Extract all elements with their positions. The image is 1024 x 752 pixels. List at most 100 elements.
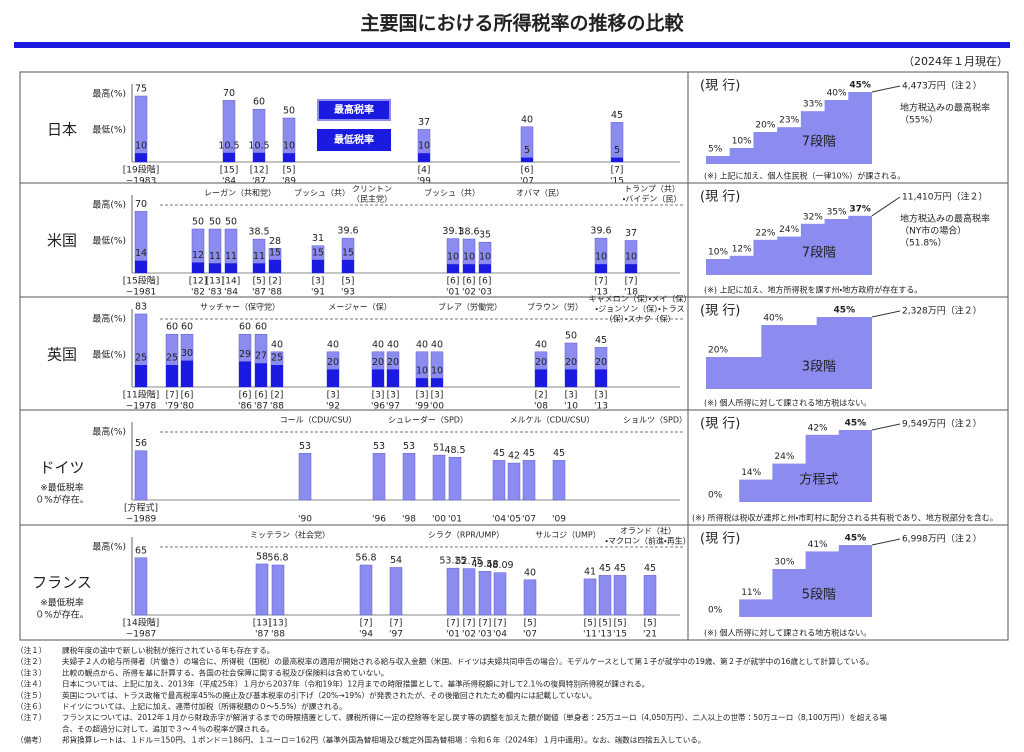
year-label: '88 xyxy=(268,288,282,298)
max-rate-label: 70 xyxy=(135,199,147,210)
min-rate-bar xyxy=(342,259,354,273)
note-label: （注６） xyxy=(16,701,46,711)
max-rate-bar xyxy=(271,564,285,616)
max-rate-label: 40 xyxy=(416,339,428,350)
max-rate-label: 37 xyxy=(625,228,637,239)
threshold-label: 6,998万円（注２） xyxy=(902,533,982,545)
max-rate-label: 52.75 xyxy=(455,556,482,567)
current-label: (現 行) xyxy=(700,79,740,94)
max-rate-bar xyxy=(134,557,148,616)
min-rate-bar xyxy=(595,264,607,273)
local-rate-note: （55%） xyxy=(900,115,938,126)
rate-step xyxy=(838,545,872,617)
stage-total: 7段階 xyxy=(802,246,836,261)
year-label: '00 xyxy=(432,515,446,525)
rate-label: 5% xyxy=(708,145,723,155)
y-label-max: 最高(%) xyxy=(92,313,126,325)
min-rate-label: 11 xyxy=(253,251,265,262)
year-label: '13 xyxy=(598,630,612,640)
min-rate-bar xyxy=(269,259,281,273)
stage-count: [7] xyxy=(479,619,492,629)
stage-count: [7] xyxy=(360,619,373,629)
frame xyxy=(19,71,1009,641)
panel-note: (※) 個人所得に対して課される地方税はない。 xyxy=(704,398,871,408)
max-rate-bar xyxy=(446,567,460,616)
year-label: '00 xyxy=(430,402,444,412)
year-label: '07 xyxy=(520,177,534,187)
stage-count: [7] xyxy=(166,391,179,401)
rate-label: 37% xyxy=(849,204,871,214)
year-label: '13 xyxy=(594,288,608,298)
year-label: '09 xyxy=(552,515,566,525)
year-label: '07 xyxy=(522,515,536,525)
min-rate-label: 10 xyxy=(418,141,430,152)
max-rate-label: 40 xyxy=(521,114,533,125)
rate-label: 12% xyxy=(732,244,752,254)
era-label: レーガン（共和党） xyxy=(204,188,276,198)
note-text: 邦貨換算レートは、１ドル＝150円、１ポンド＝186円、１ユーロ＝162円（基準… xyxy=(62,735,706,745)
side-note: ０%が存在。 xyxy=(35,609,89,621)
year-label: '99 xyxy=(417,177,431,187)
stage-total: 3段階 xyxy=(802,360,836,375)
rate-step xyxy=(838,430,872,502)
era-label: サッチャー（保守党） xyxy=(200,302,280,312)
note-label: （注２） xyxy=(16,656,46,666)
era-label: （民主党） xyxy=(352,194,392,204)
min-rate-bar xyxy=(327,369,339,387)
y-label-min: 最低(%) xyxy=(92,349,126,361)
y-label-max: 最高(%) xyxy=(92,199,126,211)
min-rate-bar xyxy=(595,369,607,387)
era-label: ミッテラン（社会党） xyxy=(250,530,330,540)
min-rate-label: 29 xyxy=(239,349,251,360)
note-label: （注３） xyxy=(16,667,46,677)
max-rate-label: 53.25 xyxy=(439,556,466,567)
max-rate-label: 53 xyxy=(299,441,311,452)
max-rate-bar xyxy=(359,564,373,616)
note-text: フランスについては、2012年１月から財政赤字が解消するまでの時限措置として、課… xyxy=(62,712,887,722)
stage-count: [12] xyxy=(250,166,268,176)
stage-count: [5] xyxy=(614,619,627,629)
panel-note: (※) 所得税は税収が連邦と州・市町村に配分される共有税であり、地方税部分を含む… xyxy=(692,513,998,523)
min-rate-bar xyxy=(565,369,577,387)
min-rate-label: 15 xyxy=(342,247,354,258)
min-rate-bar xyxy=(447,264,459,273)
max-rate-label: 54 xyxy=(390,555,402,566)
threshold-label: 4,473万円（注２） xyxy=(902,80,982,92)
stage-count: [3] xyxy=(327,391,340,401)
min-rate-label: 10 xyxy=(283,141,295,152)
max-rate-label: 60 xyxy=(253,97,265,108)
legend-box xyxy=(317,129,391,151)
era-label: （保）・スナク（保） xyxy=(605,314,676,324)
max-rate-bar xyxy=(643,575,657,616)
stage-count: [13] xyxy=(206,277,224,287)
era-label: サルコジ（UMP） xyxy=(535,531,600,540)
year-label: '96 xyxy=(372,515,386,525)
year-label: '05 xyxy=(507,515,521,525)
era-label: トランプ（共） xyxy=(624,185,680,194)
max-rate-label: 50 xyxy=(283,106,295,117)
min-rate-label: 20 xyxy=(535,357,547,368)
year-label: ~1983 xyxy=(126,177,156,187)
panel-note: (※) 上記に加え、地方所得税を課す州・地方政府が存在する。 xyxy=(704,285,922,295)
era-label: キャメロン（保）・メイ（保） xyxy=(589,294,692,304)
max-rate-label: 40 xyxy=(372,339,384,350)
threshold-line xyxy=(871,423,901,431)
min-rate-bar xyxy=(166,365,178,387)
note-text: 夫婦子２人の給与所得者（片働き）の場合に、所得税（国税）の最高税率の適用が開始さ… xyxy=(62,656,874,666)
year-label: '10 xyxy=(564,402,578,412)
max-rate-bar xyxy=(448,457,462,501)
stage-count: [15段階] xyxy=(123,275,159,287)
year-label: '93 xyxy=(341,288,355,298)
max-rate-bar xyxy=(134,450,148,501)
threshold-label: 11,410万円（注２） xyxy=(902,191,988,203)
year-label: '94 xyxy=(359,630,373,640)
note-text: 英国については、トラス政権で最高税率45%の廃止及び基本税率の引下げ（20%→1… xyxy=(62,690,596,700)
min-rate-label: 20 xyxy=(372,357,384,368)
y-label-max: 最高(%) xyxy=(92,541,126,553)
rate-label: 0% xyxy=(708,491,723,501)
stage-count: [6] xyxy=(521,166,534,176)
rate-label: 40% xyxy=(827,89,847,99)
rate-label: 45% xyxy=(834,306,856,316)
max-rate-label: 45 xyxy=(523,448,535,459)
